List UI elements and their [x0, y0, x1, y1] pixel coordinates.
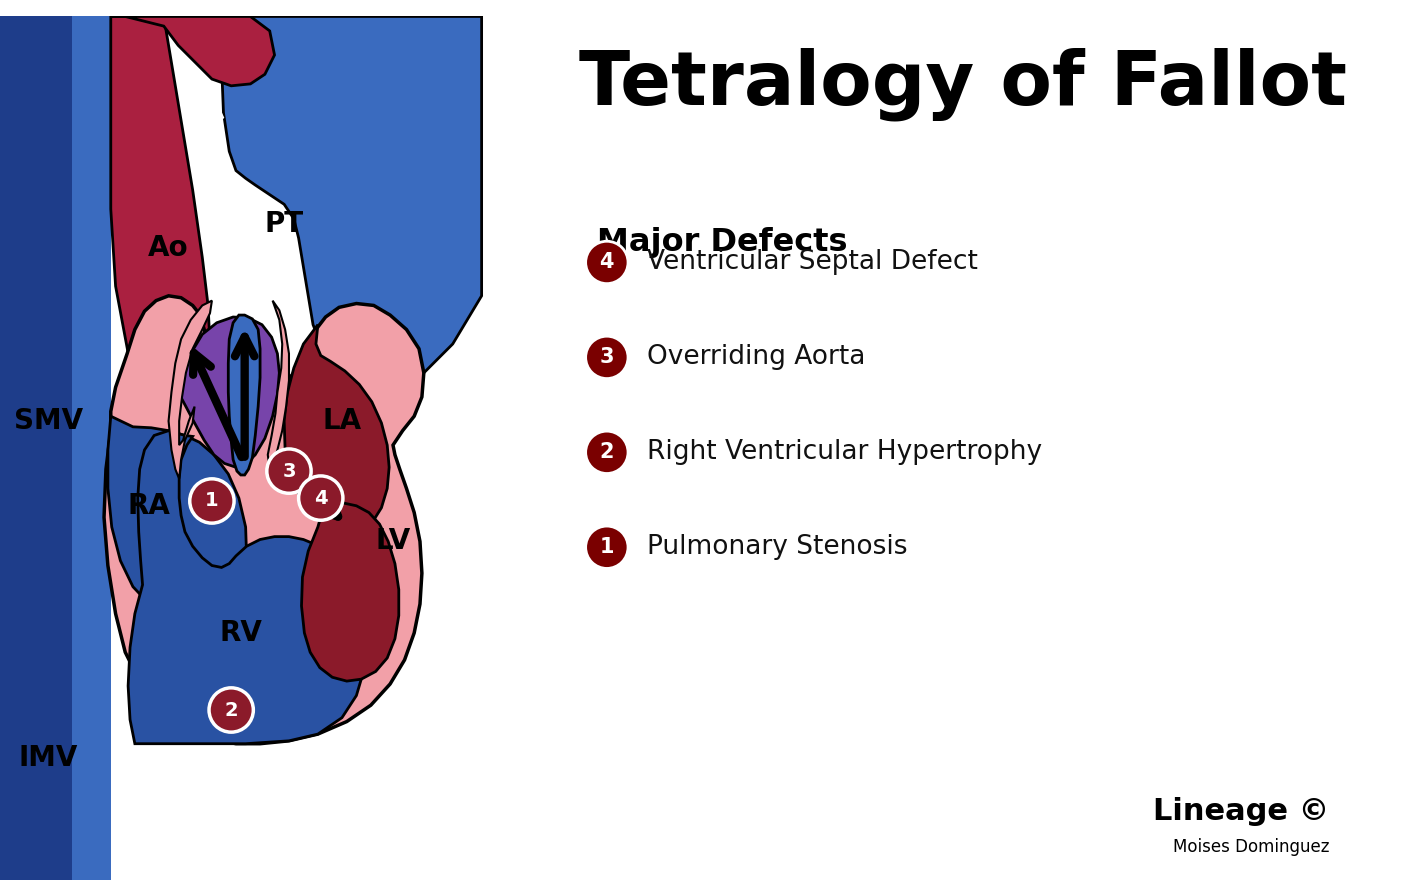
Text: 2: 2 — [224, 701, 238, 719]
Text: 4: 4 — [314, 488, 328, 508]
Polygon shape — [168, 301, 212, 478]
Polygon shape — [221, 16, 482, 387]
Text: IMV: IMV — [19, 745, 78, 772]
Circle shape — [586, 431, 627, 473]
Text: LV: LV — [375, 528, 411, 556]
Text: LA: LA — [322, 407, 362, 435]
Text: Major Defects: Major Defects — [597, 228, 847, 258]
Text: SMV: SMV — [14, 407, 83, 435]
Polygon shape — [178, 317, 279, 468]
Text: RA: RA — [128, 492, 171, 520]
Text: 3: 3 — [599, 348, 615, 367]
Polygon shape — [0, 16, 73, 880]
Polygon shape — [301, 503, 399, 681]
Text: 3: 3 — [282, 461, 295, 480]
Circle shape — [267, 449, 311, 494]
Circle shape — [586, 336, 627, 379]
Text: Tetralogy of Fallot: Tetralogy of Fallot — [579, 47, 1348, 121]
Polygon shape — [128, 431, 366, 744]
Circle shape — [298, 476, 342, 521]
Text: 1: 1 — [599, 538, 615, 557]
Text: Overriding Aorta: Overriding Aorta — [647, 344, 866, 370]
Text: Right Ventricular Hypertrophy: Right Ventricular Hypertrophy — [647, 439, 1042, 465]
Polygon shape — [111, 16, 210, 431]
Circle shape — [210, 688, 254, 732]
Circle shape — [586, 526, 627, 568]
Polygon shape — [268, 301, 289, 470]
Text: 2: 2 — [599, 443, 615, 462]
Polygon shape — [104, 296, 424, 744]
Polygon shape — [284, 324, 389, 533]
Polygon shape — [73, 16, 111, 880]
Text: Ao: Ao — [148, 234, 188, 262]
Polygon shape — [228, 315, 260, 475]
Text: Moises Dominguez: Moises Dominguez — [1172, 839, 1329, 857]
Text: PT: PT — [265, 210, 304, 237]
Text: RV: RV — [220, 619, 262, 647]
Circle shape — [586, 241, 627, 284]
Polygon shape — [111, 16, 275, 86]
Circle shape — [190, 478, 234, 523]
Text: 4: 4 — [599, 253, 615, 272]
Polygon shape — [108, 417, 247, 616]
Text: Pulmonary Stenosis: Pulmonary Stenosis — [647, 534, 908, 560]
Text: Ventricular Septal Defect: Ventricular Septal Defect — [647, 249, 978, 275]
Polygon shape — [207, 103, 224, 127]
Text: Lineage ©: Lineage © — [1154, 797, 1329, 825]
Text: 1: 1 — [205, 492, 218, 511]
